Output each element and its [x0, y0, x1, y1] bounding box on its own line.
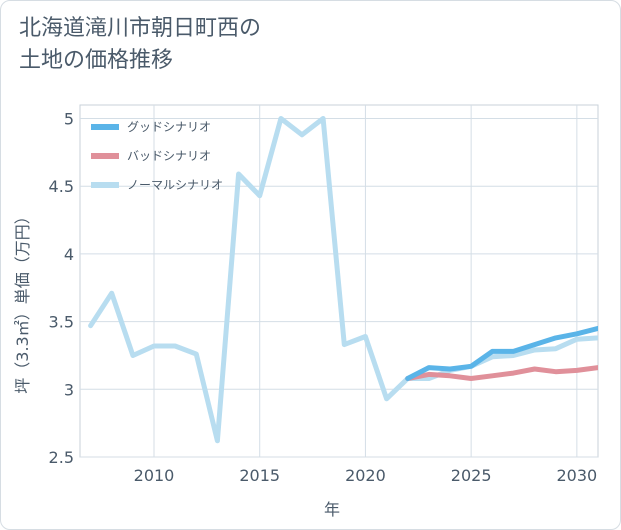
y-tick-label: 3	[64, 380, 74, 399]
y-tick-label: 4	[64, 245, 74, 264]
series-lines	[88, 116, 598, 444]
x-tick-label: 2025	[451, 466, 492, 485]
x-tick-label: 2020	[345, 466, 386, 485]
y-axis-label: 坪（3.3㎡）単価（万円）	[13, 208, 32, 393]
x-tick-label: 2015	[239, 466, 280, 485]
chart-title-line2: 土地の価格推移	[19, 48, 174, 73]
y-tick-label: 4.5	[49, 177, 74, 196]
tick-labels: 2.5 3 3.5 4 4.5 5 2010 2015 2020 2025 2030	[49, 110, 598, 485]
x-axis-label: 年	[324, 500, 340, 519]
x-tick-label: 2030	[556, 466, 597, 485]
legend-label: ノーマルシナリオ	[127, 178, 223, 192]
series-line-0	[405, 325, 598, 381]
series-line-2	[88, 116, 598, 444]
legend-label: グッドシナリオ	[127, 120, 211, 134]
legend-label: バッドシナリオ	[127, 149, 211, 163]
grid	[80, 105, 598, 458]
y-tick-label: 5	[64, 110, 74, 129]
x-tick-label: 2010	[134, 466, 175, 485]
y-tick-label: 3.5	[49, 313, 74, 332]
chart-title-line1: 北海道滝川市朝日町西の	[19, 16, 262, 41]
y-tick-label: 2.5	[49, 448, 74, 467]
chart-title: 北海道滝川市朝日町西の 土地の価格推移	[19, 13, 579, 77]
series-line-1	[405, 365, 598, 381]
